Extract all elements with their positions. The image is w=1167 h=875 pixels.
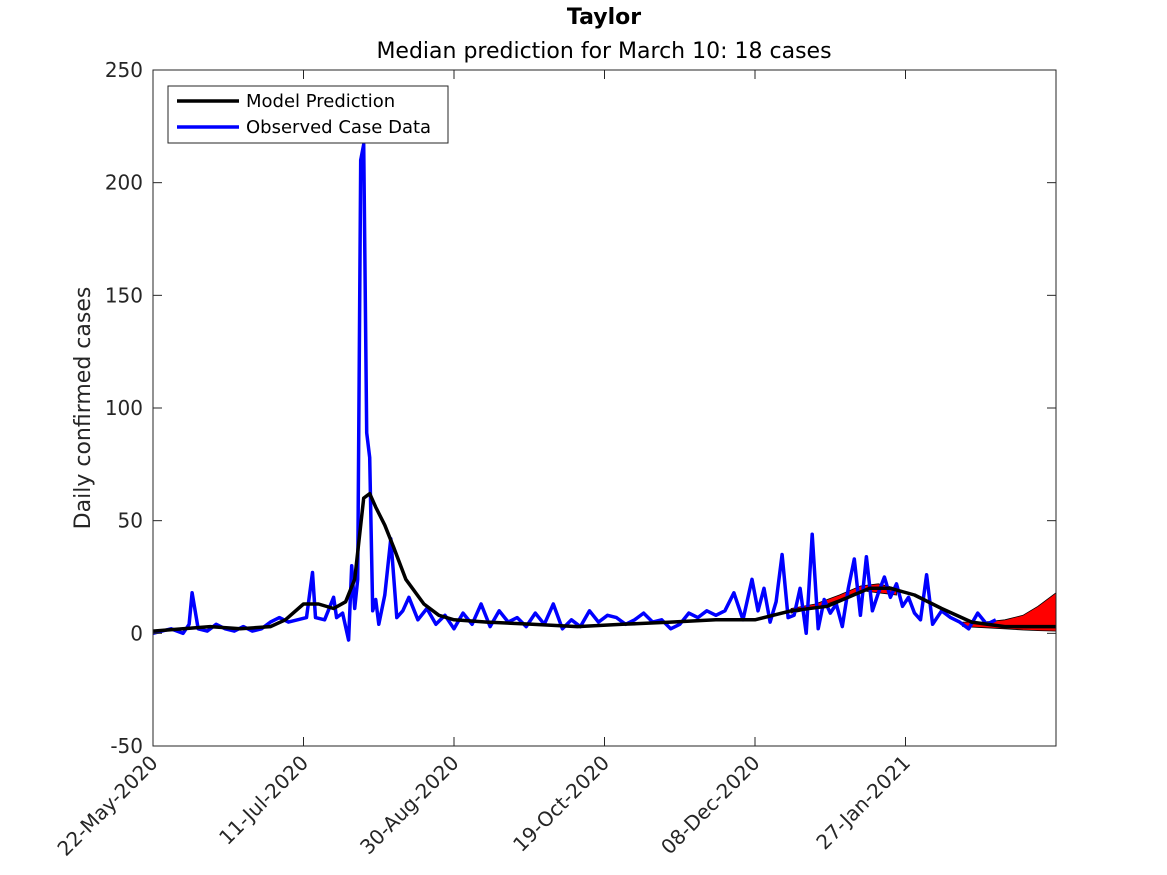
y-tick-label: 0 [130,621,143,645]
y-tick-label: 200 [105,171,143,195]
y-tick-label: 100 [105,396,143,420]
x-tick-label: 30-Aug-2020 [355,751,463,859]
plot-area [153,70,1056,746]
y-tick-label: -50 [110,734,143,758]
y-tick-label: 250 [105,58,143,82]
legend-box [167,85,449,144]
observed-case-data-line [152,142,997,642]
chart-title: Taylor [567,5,641,30]
x-tick-label: 27-Jan-2021 [811,751,915,855]
x-tick-label: 08-Dec-2020 [656,751,765,860]
plot-background [153,70,1056,746]
legend-label-observed: Observed Case Data [246,117,431,138]
y-tick-label: 150 [105,283,143,307]
series-layer [152,142,1056,642]
y-tick-label: 50 [118,509,143,533]
legend-label-model-prediction: Model Prediction [246,91,395,112]
chart-subtitle: Median prediction for March 10: 18 cases [376,39,831,64]
y-axis-label: Daily confirmed cases [71,287,96,530]
x-tick-label: 11-Jul-2020 [214,751,313,850]
legend: Model Prediction Observed Case Data [167,85,449,144]
model-prediction-line [152,491,1056,633]
x-tick-label: 19-Oct-2020 [508,751,614,857]
x-tick-label: 22-May-2020 [52,751,162,861]
